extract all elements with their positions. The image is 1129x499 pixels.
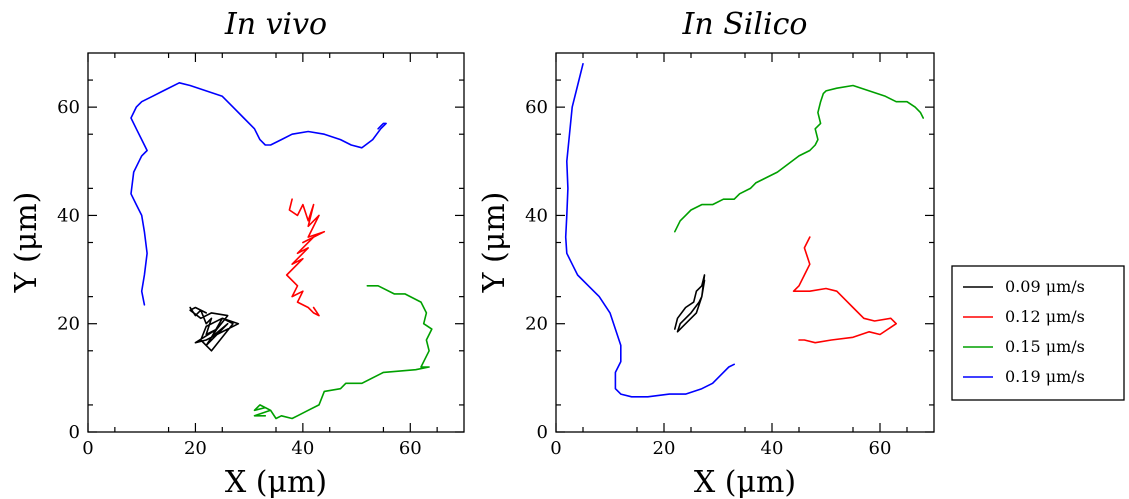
x-tick-label: 60: [399, 438, 422, 459]
x-tick-label: 0: [82, 438, 93, 459]
plot-frame: [87, 52, 465, 433]
x-axis-label: X (μm): [694, 465, 796, 499]
y-axis-label: Y (μm): [9, 192, 44, 294]
plot-frame: [555, 52, 935, 433]
legend-entry: 0.15 μm/s: [1005, 337, 1085, 356]
y-tick-label: 20: [57, 314, 80, 335]
trajectory-line-0: [189, 306, 240, 352]
y-tick-label: 40: [57, 205, 80, 226]
x-tick-label: 40: [291, 438, 314, 459]
x-tick-label: 0: [550, 438, 561, 459]
trajectory-line-3: [564, 62, 736, 398]
trace-group: [564, 62, 925, 398]
chart-title: In vivo: [224, 7, 327, 42]
trajectory-line-3: [130, 82, 387, 306]
panel-in-silico: In Silico 0 20 40 60 0 20 40 60 X (μm) Y (μm): [477, 7, 935, 499]
y-tick-label: 40: [525, 205, 548, 226]
trajectory-line-2: [253, 284, 433, 420]
trajectory-line-0: [673, 274, 706, 333]
trajectory-line-1: [792, 236, 898, 344]
chart-title: In Silico: [682, 7, 808, 42]
legend-entry: 0.12 μm/s: [1005, 307, 1085, 326]
panel-in-vivo: In vivo 0 20 40 60 0 20 40 60 X (μm) Y (μm): [9, 7, 465, 499]
tick-group: 0 20 40 60 0 20 40 60: [525, 53, 934, 459]
x-tick-label: 40: [761, 438, 784, 459]
legend-entry: 0.19 μm/s: [1005, 367, 1085, 386]
trace-group: [130, 82, 433, 420]
tick-group: 0 20 40 60 0 20 40 60: [57, 53, 464, 459]
x-tick-label: 20: [184, 438, 207, 459]
trajectory-line-1: [285, 198, 326, 317]
legend-entry: 0.09 μm/s: [1005, 277, 1085, 296]
trajectory-line-2: [673, 84, 925, 233]
y-axis-label: Y (μm): [477, 192, 512, 294]
x-axis-label: X (μm): [225, 465, 327, 499]
y-tick-label: 0: [537, 422, 548, 443]
y-tick-label: 60: [525, 97, 548, 118]
y-tick-label: 60: [57, 97, 80, 118]
y-tick-label: 0: [69, 422, 80, 443]
x-tick-label: 60: [869, 438, 892, 459]
x-tick-label: 20: [653, 438, 676, 459]
legend-box: [951, 265, 1125, 401]
y-tick-label: 20: [525, 314, 548, 335]
legend: 0.09 μm/s 0.12 μm/s 0.15 μm/s 0.19 μm/s: [951, 265, 1125, 401]
